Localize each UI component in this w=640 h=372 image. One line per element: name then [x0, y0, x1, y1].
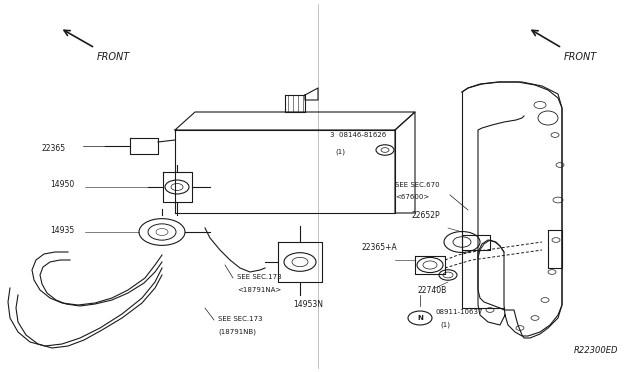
Text: 14953N: 14953N	[293, 300, 323, 309]
Text: 22740B: 22740B	[418, 286, 447, 295]
Text: 22365: 22365	[42, 144, 66, 153]
Text: <18791NA>: <18791NA>	[237, 287, 281, 293]
Text: FRONT: FRONT	[97, 52, 131, 62]
Text: (1): (1)	[335, 148, 345, 154]
Text: SEE SEC.670: SEE SEC.670	[395, 182, 440, 188]
Text: 3  08146-81626: 3 08146-81626	[330, 132, 387, 138]
Text: <67600>: <67600>	[395, 194, 429, 200]
Text: 22652P: 22652P	[412, 211, 440, 220]
Text: (1): (1)	[440, 321, 450, 328]
Text: SEE SEC.173: SEE SEC.173	[237, 274, 282, 280]
Text: R22300ED: R22300ED	[573, 346, 618, 355]
Text: (18791NB): (18791NB)	[218, 328, 256, 335]
Text: 14935: 14935	[50, 225, 74, 234]
Text: FRONT: FRONT	[564, 52, 597, 62]
Text: 22365+A: 22365+A	[362, 243, 397, 252]
Text: N: N	[417, 315, 423, 321]
Text: 08911-10637: 08911-10637	[436, 309, 483, 315]
Text: SEE SEC.173: SEE SEC.173	[218, 316, 262, 322]
Text: 14950: 14950	[50, 180, 74, 189]
